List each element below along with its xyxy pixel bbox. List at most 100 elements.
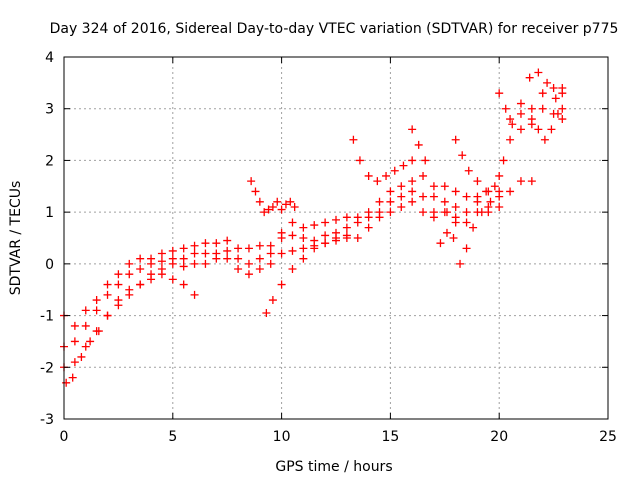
data-point [244, 270, 253, 279]
series-track-b [60, 104, 567, 351]
data-point [462, 208, 471, 217]
data-point [419, 171, 428, 180]
y-tick-label: 4 [45, 50, 54, 66]
data-point [268, 202, 277, 211]
data-point [147, 275, 156, 284]
data-point [549, 84, 558, 93]
data-point [462, 218, 471, 227]
data-point [386, 197, 395, 206]
data-point [299, 223, 308, 232]
data-point [190, 259, 199, 268]
data-point [288, 231, 297, 240]
x-tick-label: 25 [599, 429, 617, 445]
data-point [429, 192, 438, 201]
data-point [397, 182, 406, 191]
data-point [147, 259, 156, 268]
data-point [268, 296, 277, 305]
data-point [399, 161, 408, 170]
series-track-h [408, 125, 460, 248]
data-point [516, 177, 525, 186]
data-point [464, 166, 473, 175]
data-point [179, 262, 188, 271]
data-point [157, 249, 166, 258]
data-point [277, 234, 286, 242]
data-point [179, 244, 188, 253]
x-axis-label: GPS time / hours [275, 459, 392, 475]
data-point [495, 187, 504, 196]
series-track-e [247, 177, 299, 217]
data-point [451, 187, 460, 196]
data-point [364, 223, 373, 232]
data-point [136, 280, 145, 289]
data-point [168, 259, 177, 268]
data-point [260, 208, 269, 217]
data-point [440, 182, 449, 191]
data-point [397, 202, 406, 211]
data-point [212, 239, 221, 248]
data-point [342, 231, 351, 240]
series-track-g [349, 135, 417, 186]
data-point [506, 187, 515, 196]
data-point [397, 192, 406, 201]
data-point [94, 327, 103, 336]
data-point [299, 234, 308, 242]
data-point [247, 177, 256, 186]
data-point [534, 125, 543, 134]
data-point [551, 94, 560, 103]
data-point [255, 241, 264, 250]
data-point [477, 208, 486, 217]
data-point [543, 78, 552, 87]
x-tick-label: 20 [490, 429, 508, 445]
data-point [190, 241, 199, 250]
data-point [70, 321, 79, 330]
data-point [125, 259, 134, 268]
data-point [92, 306, 101, 315]
y-tick-label: -2 [40, 360, 54, 376]
data-point [419, 208, 428, 217]
data-point [436, 239, 445, 248]
x-tick-label: 5 [168, 429, 177, 445]
data-point [277, 249, 286, 258]
data-point [440, 197, 449, 206]
data-point [408, 187, 417, 196]
data-point [68, 373, 77, 382]
data-point [375, 197, 384, 206]
y-tick-label: 3 [45, 102, 54, 118]
series-track-j [451, 135, 508, 196]
data-point [70, 337, 79, 346]
data-point [449, 234, 458, 242]
data-point [538, 89, 547, 98]
data-point [558, 115, 567, 124]
series-track-f [262, 231, 351, 317]
data-point [382, 171, 391, 180]
data-point [469, 223, 478, 232]
data-point [277, 205, 286, 214]
data-point [547, 125, 556, 134]
data-point [482, 187, 491, 196]
data-point [288, 265, 297, 274]
data-point [373, 177, 382, 186]
data-point [310, 244, 319, 253]
x-tick-label: 10 [273, 429, 291, 445]
data-point [77, 352, 86, 361]
y-tick-label: -1 [40, 309, 54, 325]
data-point [527, 104, 536, 113]
data-point [103, 290, 112, 299]
data-point [190, 249, 199, 258]
data-point [353, 218, 362, 227]
data-point [558, 84, 567, 93]
data-point [495, 202, 504, 211]
data-point [342, 223, 351, 232]
data-point [486, 197, 495, 206]
data-point [414, 140, 423, 149]
data-point [114, 280, 123, 289]
data-point [114, 270, 123, 279]
data-point [125, 290, 134, 299]
data-point [244, 259, 253, 268]
plot-frame [63, 56, 609, 420]
data-point [451, 202, 460, 211]
data-point [525, 73, 534, 82]
x-tick-label: 0 [60, 429, 69, 445]
data-point [201, 239, 210, 248]
data-point [458, 151, 467, 160]
